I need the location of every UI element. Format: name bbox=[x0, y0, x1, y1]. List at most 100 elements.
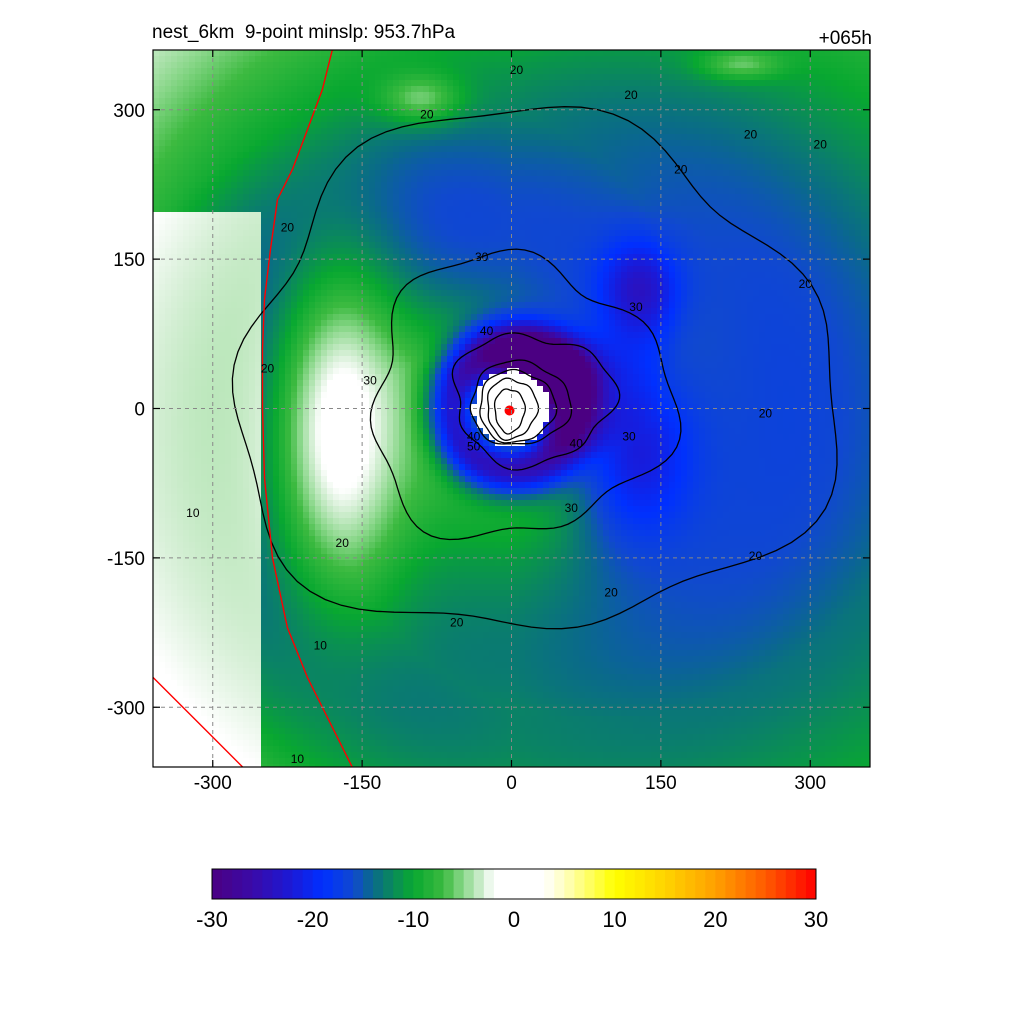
contour-label: 20 bbox=[281, 220, 295, 234]
contour-line bbox=[493, 388, 526, 435]
colorbar-box bbox=[745, 869, 756, 899]
colorbar-box bbox=[514, 869, 525, 899]
contour-label: 20 bbox=[759, 406, 773, 420]
colorbar-box bbox=[554, 869, 565, 899]
contour-line bbox=[487, 377, 540, 441]
colorbar-box bbox=[735, 869, 746, 899]
contour-line bbox=[451, 332, 621, 471]
contour-line bbox=[469, 359, 573, 445]
colorbar-box bbox=[644, 869, 656, 899]
colorbar-box bbox=[212, 869, 223, 899]
y-tick-label: -300 bbox=[107, 698, 145, 719]
contour-label: 10 bbox=[291, 752, 305, 766]
colorbar-box bbox=[322, 869, 334, 899]
colorbar-box bbox=[282, 869, 293, 899]
contour-label: 30 bbox=[629, 300, 643, 314]
colorbar-box bbox=[795, 869, 807, 899]
colorbar: -30 -20 -10 0 10 20 30 bbox=[196, 868, 828, 932]
colorbar-box bbox=[413, 869, 424, 899]
colorbar-box bbox=[252, 869, 263, 899]
colorbar-box bbox=[544, 869, 555, 899]
colorbar-box bbox=[725, 869, 736, 899]
colorbar-box bbox=[524, 869, 535, 899]
colorbar-box bbox=[332, 869, 344, 899]
x-tick-label: -300 bbox=[194, 773, 232, 794]
colorbar-box bbox=[634, 869, 646, 899]
colorbar-box bbox=[503, 869, 515, 899]
colorbar-box bbox=[624, 869, 636, 899]
colorbar-box bbox=[443, 869, 454, 899]
contour-label: 30 bbox=[475, 250, 489, 264]
contour-label: 50 bbox=[467, 439, 481, 453]
colorbar-tick-label: -10 bbox=[397, 907, 429, 932]
colorbar-box bbox=[675, 869, 686, 899]
y-tick-label: -150 bbox=[107, 549, 145, 570]
contour-line bbox=[231, 106, 838, 630]
colorbar-box bbox=[262, 869, 273, 899]
red-boundary-line bbox=[153, 676, 244, 767]
colorbar-box bbox=[564, 869, 575, 899]
contour-label: 40 bbox=[467, 429, 481, 443]
chart-title-right: +065h bbox=[818, 28, 872, 49]
colorbar-box bbox=[614, 869, 626, 899]
colorbar-tick-label: 20 bbox=[703, 907, 727, 932]
colorbar-box bbox=[272, 869, 283, 899]
colorbar-tick-label: -20 bbox=[297, 907, 329, 932]
colorbar-box bbox=[433, 869, 444, 899]
colorbar-box bbox=[473, 869, 485, 899]
colorbar-box bbox=[493, 869, 505, 899]
colorbar-tick-label: 0 bbox=[508, 907, 520, 932]
colorbar-box bbox=[805, 869, 817, 899]
field-raster bbox=[153, 50, 870, 767]
axes bbox=[153, 50, 870, 767]
contour-label: 20 bbox=[604, 586, 618, 600]
colorbar-tick-label: 30 bbox=[804, 907, 828, 932]
colorbar-box bbox=[715, 869, 726, 899]
x-tick-label: -150 bbox=[343, 773, 381, 794]
contour-labels: 20 20 20 20 20 20 20 20 20 20 20 20 20 20 30 30 30 30 30 40… bbox=[186, 63, 827, 766]
colorbar-box bbox=[685, 869, 696, 899]
colorbar-box bbox=[483, 869, 495, 899]
y-tick-label: 150 bbox=[113, 250, 145, 271]
contour-label: 20 bbox=[744, 128, 758, 142]
contours bbox=[153, 50, 838, 767]
red-boundary-line bbox=[261, 50, 353, 767]
contour-label: 30 bbox=[622, 429, 636, 443]
contour-label: 20 bbox=[624, 88, 638, 102]
colorbar-box bbox=[393, 869, 404, 899]
y-tick-label: 300 bbox=[113, 101, 145, 122]
colorbar-box bbox=[302, 869, 314, 899]
contour-label: 40 bbox=[480, 324, 494, 338]
colorbar-box bbox=[463, 869, 475, 899]
colorbar-box bbox=[534, 869, 545, 899]
colorbar-frame bbox=[211, 868, 817, 900]
colorbar-box bbox=[665, 869, 676, 899]
contour-label: 20 bbox=[814, 138, 828, 152]
storm-center-marker bbox=[504, 405, 515, 416]
colorbar-box bbox=[222, 869, 233, 899]
colorbar-box bbox=[654, 869, 666, 899]
colorbar-box bbox=[312, 869, 324, 899]
contour-label: 10 bbox=[314, 639, 328, 653]
contour-label: 20 bbox=[674, 163, 688, 177]
chart-title-left: nest_6km 9-point minslp: 953.7hPa bbox=[152, 22, 456, 43]
y-tick-label: 0 bbox=[134, 400, 145, 421]
colorbar-box bbox=[705, 869, 716, 899]
x-tick-label: 300 bbox=[794, 773, 826, 794]
contour-label: 20 bbox=[261, 362, 275, 376]
contour-label: 30 bbox=[363, 374, 377, 388]
colorbar-box bbox=[765, 869, 777, 899]
x-tick-label: 0 bbox=[506, 773, 517, 794]
colorbar-box bbox=[403, 869, 414, 899]
contour-label: 20 bbox=[510, 63, 524, 77]
contour-label: 20 bbox=[749, 549, 763, 563]
colorbar-box bbox=[604, 869, 616, 899]
contour-label: 30 bbox=[565, 501, 579, 515]
contour-line bbox=[479, 368, 558, 444]
colorbar-box bbox=[232, 869, 243, 899]
colorbar-box bbox=[755, 869, 767, 899]
colorbar-box bbox=[584, 869, 595, 899]
colorbar-box bbox=[453, 869, 465, 899]
